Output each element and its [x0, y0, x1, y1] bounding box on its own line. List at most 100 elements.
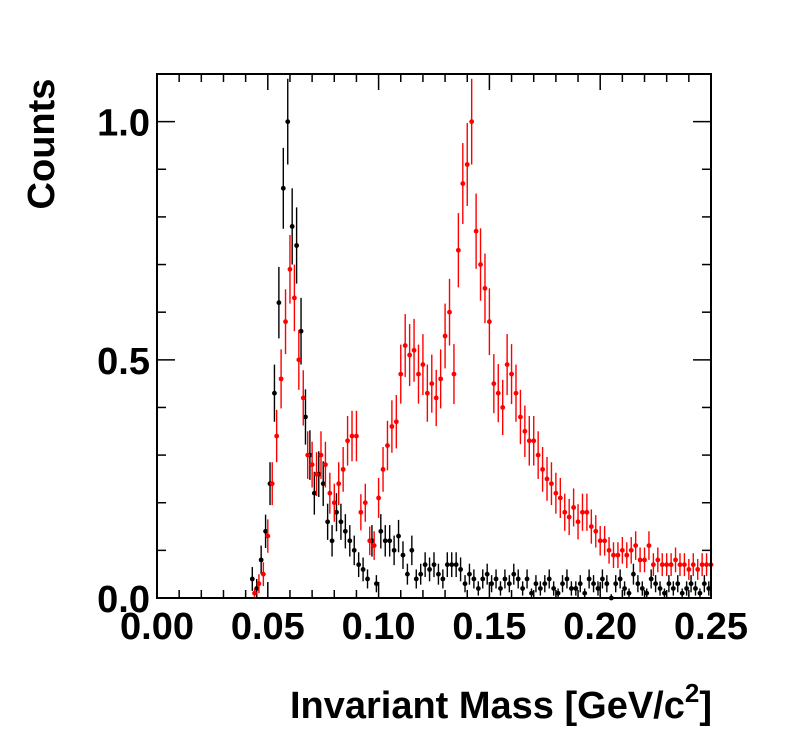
data-point-red: [553, 490, 559, 496]
data-point-black: [449, 562, 455, 568]
data-point-black: [249, 576, 255, 582]
data-point-red: [513, 390, 519, 396]
data-point-black: [413, 576, 419, 582]
x-tick-label: 0.25: [674, 606, 748, 648]
data-point-red: [704, 562, 709, 568]
data-point-black: [529, 590, 534, 596]
data-point-red: [624, 552, 630, 558]
data-point-red: [323, 462, 328, 468]
data-point-red: [380, 466, 386, 472]
data-point-red: [252, 590, 257, 596]
data-point-black: [458, 567, 463, 572]
data-point-red: [673, 557, 678, 563]
data-point-red: [566, 514, 572, 520]
data-point-black: [373, 581, 379, 587]
data-point-red: [309, 462, 315, 468]
data-point-black: [697, 590, 703, 596]
data-point-red: [682, 562, 687, 568]
data-point-black: [453, 562, 459, 568]
data-point-black: [391, 547, 397, 553]
data-point-red: [407, 352, 413, 358]
data-point-black: [356, 562, 362, 568]
data-point-black: [511, 571, 517, 577]
data-point-red: [438, 376, 444, 382]
data-point-red: [602, 538, 608, 544]
data-point-black: [365, 576, 370, 582]
data-point-black: [405, 571, 410, 577]
data-point-black: [546, 576, 552, 582]
data-point-black: [542, 581, 548, 587]
data-point-black: [475, 586, 481, 591]
data-point-red: [389, 424, 395, 429]
data-point-black: [471, 576, 477, 582]
data-point-red: [460, 181, 466, 186]
data-point-red: [331, 500, 337, 506]
data-point-red: [376, 495, 381, 501]
data-point-black: [648, 576, 654, 582]
data-series: [249, 78, 714, 601]
data-point-red: [491, 381, 497, 387]
data-point-red: [451, 371, 457, 377]
data-point-black: [666, 581, 672, 587]
data-point-red: [677, 562, 683, 568]
data-point-red: [385, 443, 390, 448]
data-point-red: [695, 567, 701, 572]
data-point-red: [447, 309, 452, 315]
data-point-black: [604, 581, 610, 587]
data-point-black: [462, 581, 468, 587]
data-point-black: [276, 300, 282, 306]
data-point-black: [564, 576, 570, 582]
data-point-black: [635, 581, 641, 587]
data-point-black: [701, 581, 707, 587]
data-point-black: [382, 538, 388, 544]
y-tick-label: 1.0: [97, 103, 150, 145]
data-point-red: [296, 357, 302, 363]
data-point-red: [664, 562, 670, 568]
data-point-black: [387, 538, 393, 544]
data-point-red: [398, 371, 404, 377]
data-point-red: [349, 433, 355, 439]
data-point-black: [484, 571, 490, 577]
data-point-red: [619, 547, 625, 553]
data-point-black: [600, 576, 605, 582]
data-point-black: [342, 528, 348, 534]
data-point-red: [420, 362, 426, 367]
data-point-black: [670, 586, 676, 591]
data-point-black: [568, 586, 574, 591]
data-point-black: [595, 586, 601, 591]
data-point-red: [433, 395, 439, 401]
data-point-black: [506, 581, 512, 587]
data-point-black: [586, 576, 592, 582]
data-point-red: [571, 505, 577, 510]
data-point-red: [402, 343, 408, 348]
data-point-red: [615, 552, 621, 558]
data-point-red: [256, 581, 262, 587]
data-point-red: [314, 471, 319, 477]
data-point-black: [706, 586, 712, 591]
data-point-red: [291, 295, 297, 301]
data-point-red: [606, 547, 612, 553]
data-point-red: [305, 452, 311, 458]
data-point-red: [522, 428, 528, 434]
data-point-red: [659, 562, 665, 568]
data-point-black: [272, 390, 277, 396]
data-point-red: [549, 481, 554, 487]
data-point-black: [422, 562, 428, 568]
x-tick-label: 0.10: [342, 606, 416, 648]
data-point-red: [278, 376, 284, 382]
data-point-red: [393, 419, 399, 425]
data-point-red: [318, 452, 324, 458]
x-tick-label: 0.15: [452, 606, 526, 648]
data-point-red: [260, 571, 266, 577]
x-tick-label: 0.00: [120, 606, 194, 648]
x-tick-label: 0.20: [563, 606, 637, 648]
data-point-black: [444, 562, 450, 568]
data-point-black: [285, 119, 291, 125]
data-point-black: [329, 538, 335, 544]
plot-frame: [156, 73, 712, 599]
x-axis-label-main: Invariant Mass [GeV/c: [290, 685, 685, 727]
data-point-black: [551, 586, 557, 591]
data-point-black: [533, 581, 539, 587]
x-axis-label-superscript: 2: [685, 678, 699, 708]
